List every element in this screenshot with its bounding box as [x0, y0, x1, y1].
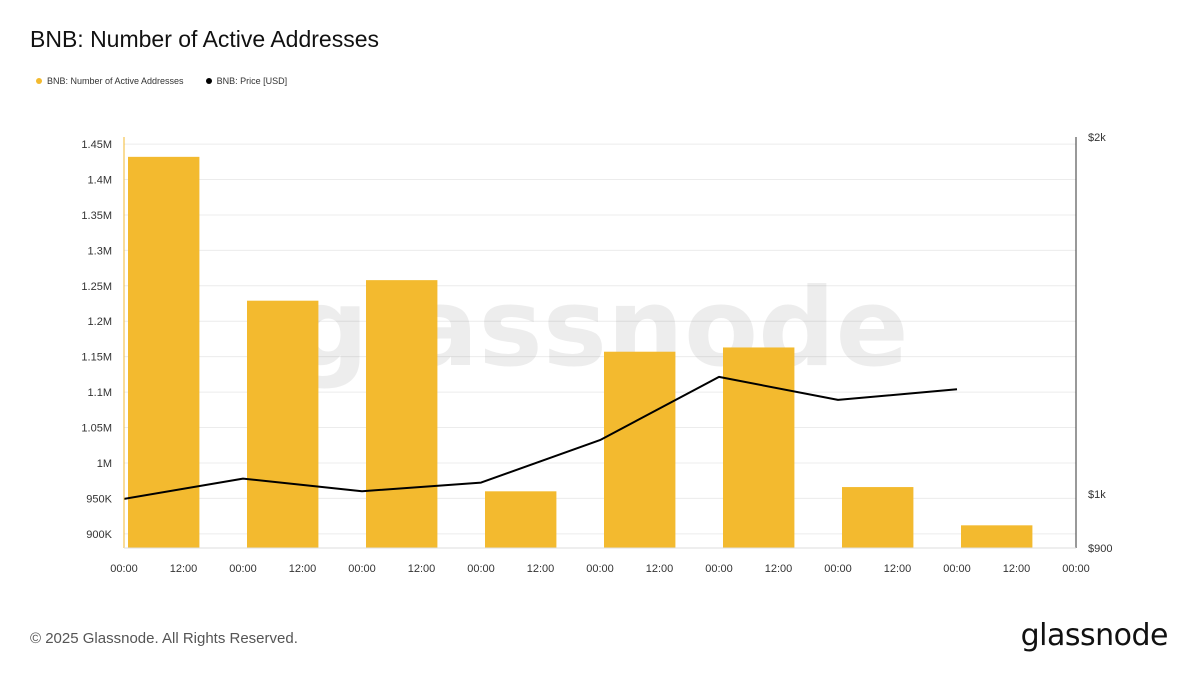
legend: BNB: Number of Active Addresses BNB: Pri… — [36, 76, 287, 86]
x-tick-label: 12:00 — [527, 563, 555, 575]
left-tick-label: 950K — [86, 493, 112, 505]
labels-layer: 900K 950K 1M 1.05M 1.1M 1.15M 1.2M 1.25M 1.3M 1.3… — [81, 132, 1112, 575]
x-tick-label: 12:00 — [170, 563, 198, 575]
x-tick-label: 12:00 — [1003, 563, 1031, 575]
x-tick-label: 00:00 — [943, 563, 971, 575]
legend-swatch-price — [205, 78, 212, 84]
legend-label-active-addresses: BNB: Number of Active Addresses — [47, 76, 184, 86]
x-tick-label: 12:00 — [289, 563, 317, 575]
x-tick-label: 00:00 — [229, 563, 257, 575]
x-tick-label: 12:00 — [884, 563, 912, 575]
x-tick-label: 12:00 — [408, 563, 436, 575]
left-tick-label: 1.1M — [88, 387, 112, 399]
bar — [247, 300, 319, 548]
x-tick-label: 00:00 — [110, 563, 138, 575]
x-tick-label: 00:00 — [586, 563, 614, 575]
chart-area[interactable]: glassnode 900K950K1M1.05M1.1M1.15M1.2M1.… — [0, 0, 1200, 600]
bar — [128, 156, 200, 549]
bar — [366, 280, 438, 548]
legend-item-price[interactable]: BNB: Price [USD] — [205, 76, 288, 86]
axes-layer — [123, 137, 1077, 549]
legend-label-price: BNB: Price [USD] — [216, 76, 288, 86]
left-tick-label: 1.4M — [88, 175, 112, 187]
left-tick-label: 1.3M — [88, 245, 112, 257]
right-tick-label: $2k — [1088, 132, 1106, 144]
left-tick-label: 1.45M — [81, 139, 112, 151]
left-tick-label: 1.15M — [81, 352, 112, 364]
copyright-footer: © 2025 Glassnode. All Rights Reserved. — [30, 630, 298, 647]
x-tick-label: 00:00 — [1062, 563, 1090, 575]
bar — [723, 347, 795, 548]
legend-swatch-active-addresses — [36, 78, 42, 84]
x-tick-label: 00:00 — [705, 563, 733, 575]
bars-layer — [128, 156, 1033, 549]
left-tick-label: 1.35M — [81, 210, 112, 222]
bar — [604, 351, 676, 548]
bar — [842, 487, 914, 548]
left-tick-label: 900K — [86, 529, 112, 541]
line-layer — [123, 375, 958, 500]
x-tick-label: 12:00 — [765, 563, 793, 575]
price-line — [123, 375, 958, 500]
x-tick-label: 12:00 — [646, 563, 674, 575]
x-tick-label: 00:00 — [348, 563, 376, 575]
right-tick-label: $900 — [1088, 543, 1112, 555]
x-tick-label: 00:00 — [824, 563, 852, 575]
chart-title: BNB: Number of Active Addresses — [30, 26, 379, 52]
bar — [485, 491, 557, 548]
left-tick-label: 1.25M — [81, 281, 112, 293]
left-tick-label: 1.05M — [81, 423, 112, 435]
right-tick-label: $1k — [1088, 489, 1106, 501]
left-tick-label: 1M — [97, 458, 112, 470]
legend-item-active-addresses[interactable]: BNB: Number of Active Addresses — [36, 76, 184, 86]
bar — [961, 525, 1033, 548]
glassnode-logo: glassnode — [1020, 618, 1169, 653]
x-tick-label: 00:00 — [467, 563, 495, 575]
left-tick-label: 1.2M — [88, 316, 112, 328]
